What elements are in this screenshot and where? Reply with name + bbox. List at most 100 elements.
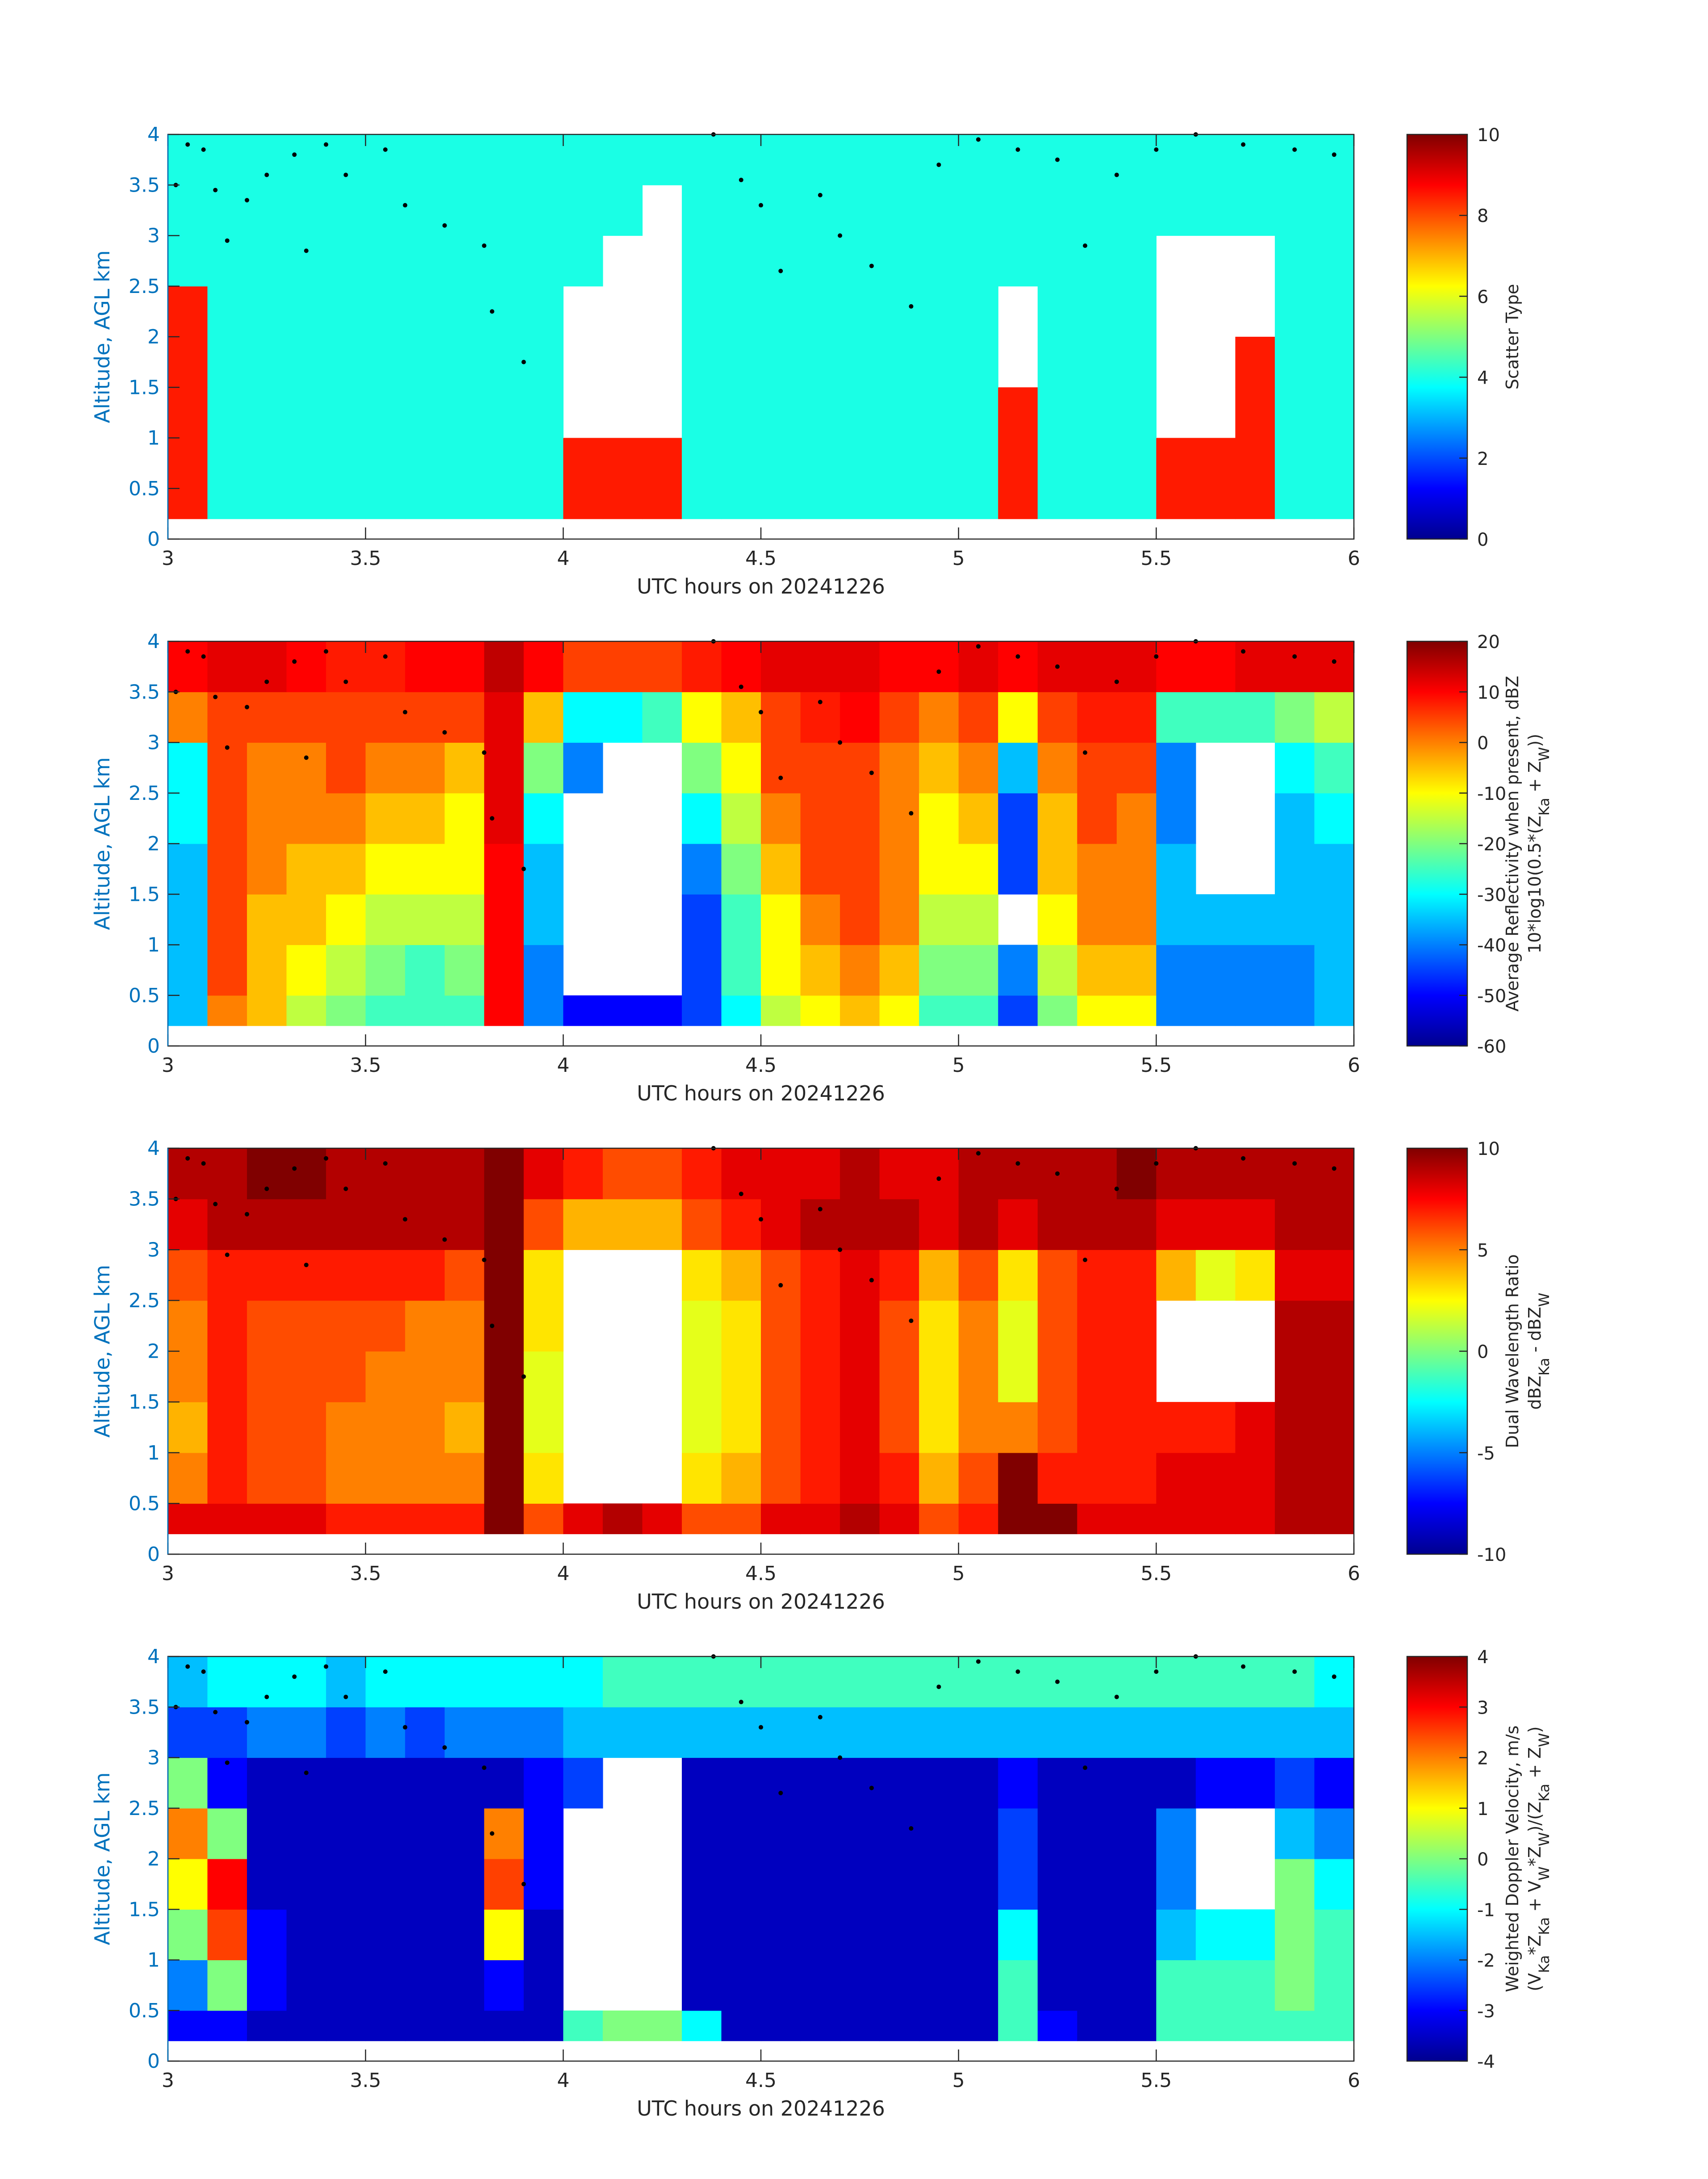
heatmap-cell [1116,995,1157,1026]
heatmap-cell [1156,692,1196,743]
heatmap-cell [1116,1503,1157,1535]
heatmap-cell [879,692,919,743]
heatmap-cell [879,1757,919,1809]
heatmap-cell [1274,1859,1315,1910]
colorbar-tick-label: 0 [1477,1849,1488,1870]
x-tick-label: 6 [1348,1562,1360,1585]
heatmap-cell [326,1707,366,1758]
heatmap-cell [365,1707,405,1758]
heatmap-cell [365,1199,405,1250]
colorbar-tick-label: 4 [1477,368,1488,389]
heatmap-cell [1116,235,1157,287]
heatmap-cell [1156,894,1196,945]
heatmap-cell [326,2010,366,2041]
colorbar-label: dBZKa - dBZW [1525,1293,1553,1410]
cloud-top-point [1055,1679,1060,1684]
heatmap-cell [761,894,801,945]
heatmap-cell [840,2010,880,2041]
heatmap-cell [247,1859,287,1910]
heatmap-cell [286,1351,326,1402]
heatmap-cell [800,1199,840,1250]
heatmap-cell [1235,2010,1275,2041]
heatmap-cell [1156,1707,1196,1758]
cloud-top-point [442,223,447,228]
heatmap-cell [919,134,959,185]
heatmap-cell [879,945,919,996]
heatmap-cell [721,742,761,794]
heatmap-cell [1116,1656,1157,1707]
cloud-top-point [778,1790,783,1795]
heatmap-cell [405,641,445,692]
heatmap-cell [444,1757,484,1809]
cloud-top-point [383,654,388,659]
heatmap-cell [761,1351,801,1402]
heatmap-cell [1156,844,1196,895]
heatmap-cell [998,1757,1038,1809]
heatmap-cell [761,742,801,794]
colorbar-label: Weighted Doppler Velocity, m/s [1503,1725,1522,1992]
heatmap-cell [1274,1808,1315,1859]
heatmap-cell [523,641,564,692]
heatmap-cell [326,1960,366,2011]
cloud-top-point [976,1659,981,1664]
heatmap-cell [168,1503,208,1535]
cloud-top-point [1154,654,1159,659]
heatmap-cell [1314,134,1354,185]
heatmap-cell [1116,844,1157,895]
heatmap-cell [919,1656,959,1707]
heatmap-cell [207,1909,247,1961]
y-tick-label: 3.5 [129,681,160,703]
heatmap-cell [998,742,1038,794]
heatmap-cell [563,488,603,519]
heatmap-cell [642,1707,682,1758]
x-tick-label: 4 [557,1054,569,1077]
colorbar [1406,134,1468,540]
heatmap-cell [958,337,998,388]
heatmap-cell [1314,692,1354,743]
heatmap-cell [168,1960,208,2011]
heatmap-cell [681,995,722,1026]
heatmap-cell [444,844,484,895]
heatmap-cell [207,488,247,519]
heatmap-cell [405,1199,445,1250]
heatmap-cell [365,1452,405,1504]
heatmap-cell [602,692,643,743]
heatmap-cell [681,1148,722,1200]
cloud-top-point [213,1710,218,1715]
heatmap-cell [919,1909,959,1961]
heatmap-cell [1156,1402,1196,1453]
heatmap-cell [365,1351,405,1402]
heatmap-cell [958,488,998,519]
heatmap-cell [365,1656,405,1707]
heatmap-cell [919,995,959,1026]
heatmap-cell [1314,1452,1354,1504]
heatmap-cell [1156,1148,1196,1200]
heatmap-cell [1235,1909,1275,1961]
heatmap-cell [207,185,247,236]
colorbar-tick-label: 6 [1477,287,1488,307]
heatmap-cell [1077,692,1117,743]
heatmap-cell [484,488,524,519]
heatmap-cell [840,235,880,287]
colorbar-tick-label: 5 [1477,1240,1488,1261]
cloud-top-point [225,1252,230,1257]
cloud-top-point [245,198,250,203]
heatmap-cell [958,1808,998,1859]
heatmap-cell [405,1909,445,1961]
heatmap-cell [286,1503,326,1535]
heatmap-cell [207,438,247,489]
y-tick-label: 0.5 [129,1492,160,1515]
heatmap-cell [484,1402,524,1453]
heatmap-cell [484,1707,524,1758]
heatmap-cell [247,844,287,895]
heatmap-cell [1195,945,1236,996]
colorbar-tick-label: 0 [1477,733,1488,754]
cloud-top-point [343,1186,348,1191]
heatmap-cell [761,1503,801,1535]
heatmap-cell [207,1656,247,1707]
heatmap-cell [1274,1656,1315,1707]
heatmap-cell [1235,438,1275,489]
heatmap-cell [879,1300,919,1352]
cloud-top-point [213,188,218,192]
y-tick-label: 4 [147,630,160,653]
